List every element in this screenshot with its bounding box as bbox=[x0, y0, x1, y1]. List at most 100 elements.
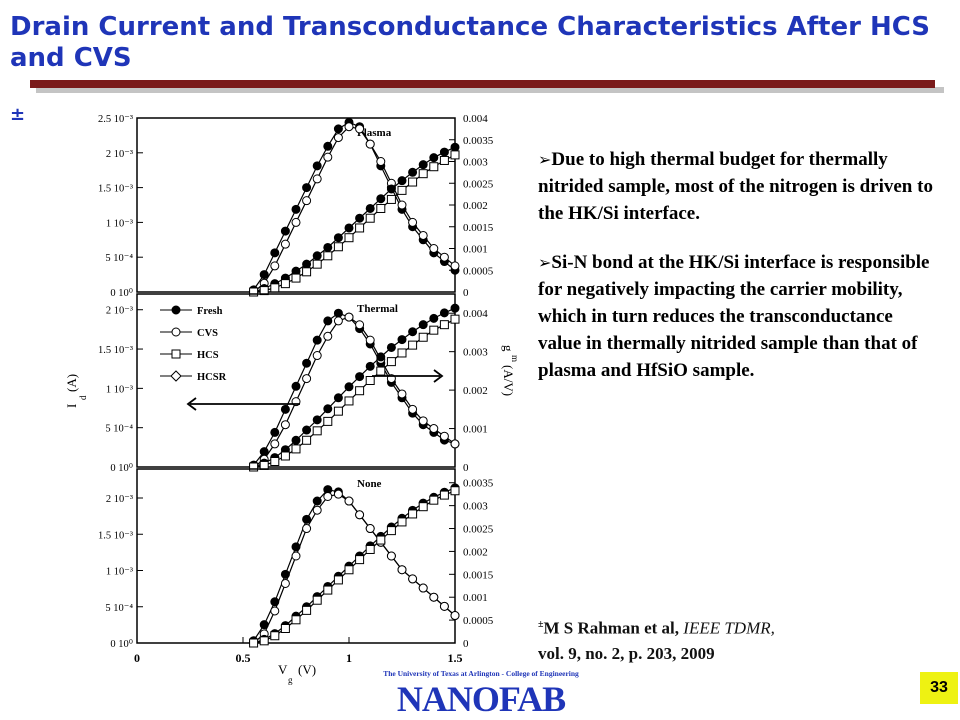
data-point bbox=[365, 524, 375, 534]
data-point bbox=[302, 259, 312, 269]
data-point bbox=[450, 265, 460, 275]
data-point bbox=[312, 174, 322, 184]
data-point bbox=[280, 420, 290, 430]
data-point bbox=[376, 537, 386, 547]
data-point bbox=[333, 242, 343, 252]
data-point bbox=[386, 357, 396, 367]
data-point bbox=[291, 611, 301, 621]
data-point bbox=[408, 505, 418, 515]
data-point bbox=[270, 606, 280, 616]
data-point bbox=[249, 638, 259, 648]
data-point bbox=[450, 142, 460, 152]
data-point bbox=[397, 185, 407, 195]
x-axis-label-subscript: g bbox=[288, 675, 293, 685]
data-point bbox=[249, 462, 259, 472]
data-point bbox=[270, 261, 280, 271]
title-underline-shadow bbox=[36, 87, 944, 93]
y-right-tick-label: 0.002 bbox=[463, 200, 488, 212]
data-point bbox=[333, 575, 343, 585]
data-point bbox=[312, 505, 322, 515]
data-point bbox=[312, 251, 322, 261]
data-point bbox=[249, 462, 259, 472]
data-point bbox=[323, 316, 333, 326]
data-point bbox=[386, 183, 396, 193]
data-point bbox=[280, 239, 290, 249]
data-point bbox=[355, 386, 365, 396]
y-right-axis-label-unit: (A/V) bbox=[501, 365, 516, 396]
panel-label: None bbox=[357, 478, 382, 490]
data-point bbox=[408, 340, 418, 350]
data-point bbox=[249, 460, 259, 470]
data-point bbox=[344, 117, 354, 127]
data-point bbox=[302, 183, 312, 193]
data-point bbox=[376, 352, 386, 362]
data-point bbox=[450, 261, 460, 271]
data-point bbox=[323, 404, 333, 414]
data-point bbox=[439, 147, 449, 157]
data-point bbox=[280, 445, 290, 455]
data-point bbox=[376, 157, 386, 166]
data-point bbox=[418, 160, 428, 170]
data-point bbox=[429, 244, 439, 253]
data-point bbox=[429, 248, 439, 258]
data-point bbox=[344, 312, 354, 322]
data-point bbox=[408, 574, 418, 584]
series-line bbox=[253, 318, 456, 468]
series-line bbox=[253, 316, 456, 468]
bullet-text: Due to high thermal budget for thermally… bbox=[538, 149, 933, 224]
data-point bbox=[291, 266, 301, 276]
data-point bbox=[439, 320, 449, 330]
data-point bbox=[408, 509, 418, 519]
data-point bbox=[418, 583, 428, 593]
data-point bbox=[386, 551, 396, 561]
data-point bbox=[408, 404, 418, 414]
legend-label: HCS bbox=[197, 350, 219, 361]
data-point bbox=[450, 439, 460, 449]
data-point bbox=[270, 248, 280, 258]
y-right-tick-label: 0.003 bbox=[463, 347, 488, 359]
data-point bbox=[312, 496, 322, 506]
reference-volume: vol. 9, no. 2, p. 203, 2009 bbox=[538, 643, 715, 663]
y-right-tick-label: 0.004 bbox=[463, 113, 488, 125]
data-point bbox=[312, 335, 322, 345]
data-point bbox=[291, 435, 301, 445]
data-point bbox=[365, 544, 375, 554]
legend-marker bbox=[171, 327, 181, 337]
data-point bbox=[376, 537, 386, 547]
data-point bbox=[397, 393, 407, 403]
data-point bbox=[259, 454, 269, 464]
page-number: 33 bbox=[920, 672, 958, 704]
data-point bbox=[397, 176, 407, 186]
legend-marker bbox=[171, 305, 181, 315]
data-point bbox=[344, 233, 354, 243]
data-point bbox=[439, 601, 449, 611]
y-right-tick-label: 0.0015 bbox=[463, 222, 494, 234]
y-right-tick-label: 0.001 bbox=[463, 244, 488, 256]
data-point bbox=[259, 634, 269, 644]
y-left-tick-label: 2 10⁻³ bbox=[106, 494, 133, 505]
data-point bbox=[355, 510, 365, 520]
series-line bbox=[253, 488, 456, 642]
data-point bbox=[333, 489, 343, 499]
data-point bbox=[429, 592, 439, 602]
data-point bbox=[365, 376, 375, 385]
data-point bbox=[323, 416, 333, 426]
data-point bbox=[355, 324, 365, 334]
data-point bbox=[270, 456, 280, 466]
data-point bbox=[355, 213, 365, 223]
x-tick-label: 1 bbox=[346, 651, 352, 665]
y-right-tick-label: 0.002 bbox=[463, 385, 488, 397]
data-point bbox=[355, 223, 365, 233]
y-left-tick-label: 2 10⁻³ bbox=[106, 306, 133, 317]
x-tick-label: 1.5 bbox=[448, 651, 463, 665]
bullet-item: ➢Due to high thermal budget for thermall… bbox=[538, 146, 938, 227]
y-right-tick-label: 0.0025 bbox=[463, 524, 494, 536]
y-right-tick-label: 0.003 bbox=[463, 157, 488, 169]
data-point bbox=[333, 308, 343, 318]
title-underline bbox=[30, 80, 935, 88]
data-point bbox=[439, 155, 449, 165]
data-point bbox=[450, 611, 460, 621]
data-point bbox=[365, 339, 375, 349]
series-line bbox=[253, 312, 456, 466]
data-point bbox=[376, 354, 386, 364]
